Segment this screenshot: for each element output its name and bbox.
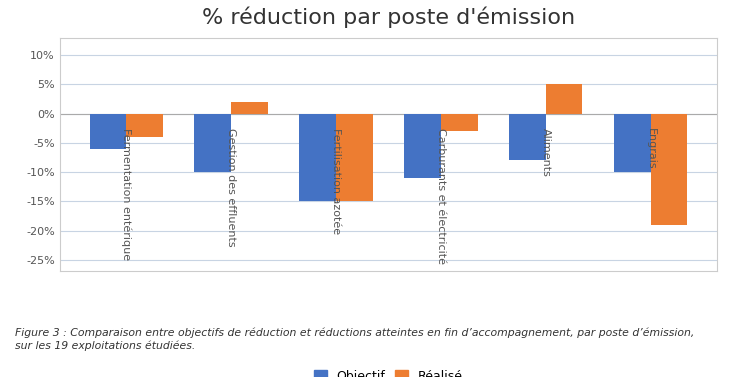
Title: % réduction par poste d'émission: % réduction par poste d'émission (202, 6, 575, 28)
Bar (614, 113, 651, 172)
Bar (651, 113, 687, 225)
Text: Figure 3 : Comparaison entre objectifs de réduction et réductions atteintes en f: Figure 3 : Comparaison entre objectifs d… (15, 328, 694, 351)
Bar (404, 113, 441, 178)
Bar (546, 84, 583, 113)
Text: Engrais: Engrais (645, 128, 656, 170)
Text: Aliments: Aliments (541, 128, 551, 177)
Bar (194, 113, 231, 172)
Bar (300, 113, 336, 201)
Legend: Objectif, Réalisé: Objectif, Réalisé (310, 366, 467, 377)
Bar (231, 102, 268, 113)
Text: Fertilisation azotée: Fertilisation azotée (331, 128, 341, 234)
Bar (90, 113, 126, 149)
Bar (336, 113, 373, 201)
Bar (509, 113, 546, 160)
Text: Gestion des effluents: Gestion des effluents (226, 128, 236, 247)
Text: Carburants et électricité: Carburants et électricité (436, 128, 446, 264)
Bar (441, 113, 477, 131)
Bar (126, 113, 163, 137)
Text: Fermentation entérique: Fermentation entérique (121, 128, 131, 261)
